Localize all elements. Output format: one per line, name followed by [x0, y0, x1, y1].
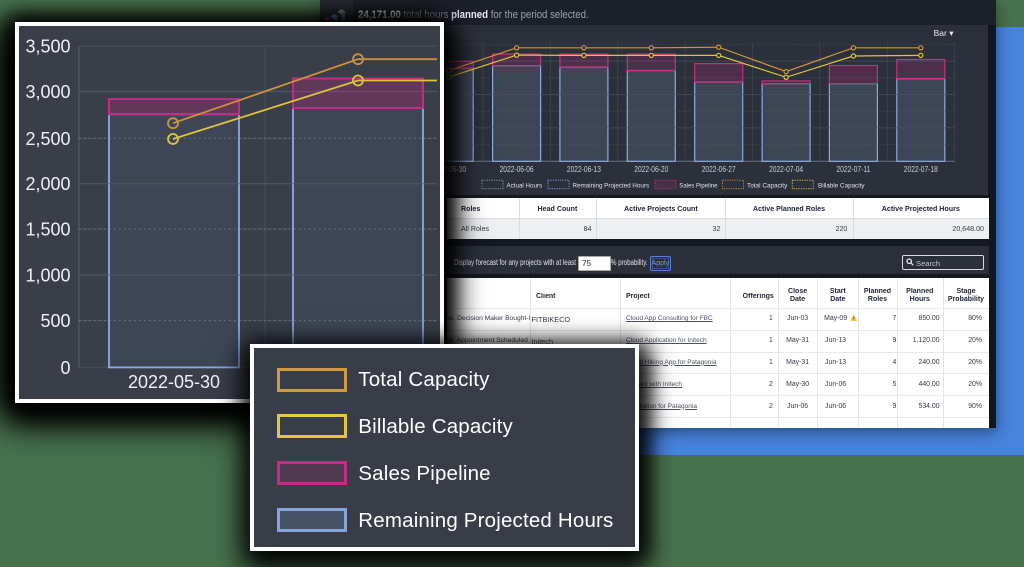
svg-text:2022-06-06: 2022-06-06: [500, 165, 534, 174]
svg-text:Billable Capacity: Billable Capacity: [818, 183, 865, 190]
svg-text:2022-05-30: 2022-05-30: [432, 165, 466, 174]
svg-text:3,000: 3,000: [25, 82, 70, 102]
svg-text:3,500: 3,500: [25, 37, 70, 57]
svg-text:Bar ▾: Bar ▾: [934, 28, 955, 38]
svg-text:0: 0: [60, 358, 70, 378]
svg-text:1,000: 1,000: [25, 266, 70, 286]
svg-text:2022-06-20: 2022-06-20: [634, 165, 668, 174]
svg-text:Sales Pipeline: Sales Pipeline: [679, 183, 717, 190]
svg-text:2022-07-11: 2022-07-11: [836, 165, 870, 174]
svg-text:2022-07-18: 2022-07-18: [904, 165, 938, 174]
svg-text:Actual Hours: Actual Hours: [507, 183, 543, 190]
svg-text:2022-06-27: 2022-06-27: [702, 165, 736, 174]
svg-text:500: 500: [40, 311, 70, 331]
svg-text:2,000: 2,000: [25, 174, 70, 194]
svg-text:2022-07-04: 2022-07-04: [769, 165, 803, 174]
svg-text:2,500: 2,500: [25, 129, 70, 149]
svg-text:1,500: 1,500: [25, 220, 70, 240]
svg-text:Total Capacity: Total Capacity: [747, 183, 788, 190]
svg-text:Remaining Projected Hours: Remaining Projected Hours: [573, 183, 650, 190]
svg-text:2022-05-30: 2022-05-30: [128, 372, 220, 392]
svg-text:2022-06-13: 2022-06-13: [567, 165, 601, 174]
